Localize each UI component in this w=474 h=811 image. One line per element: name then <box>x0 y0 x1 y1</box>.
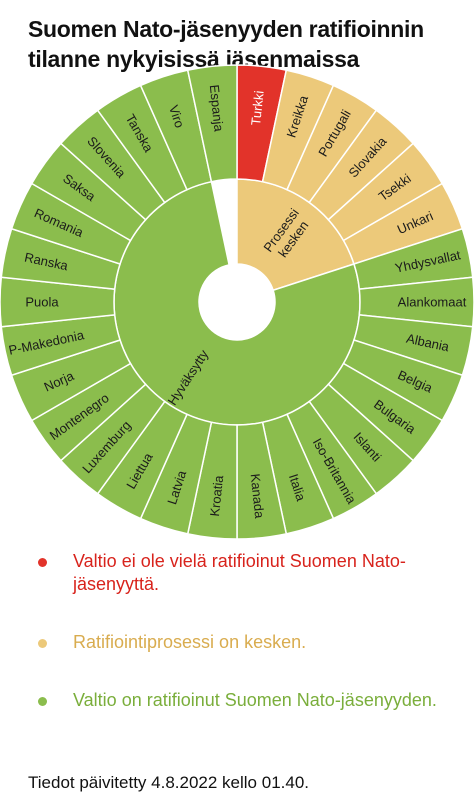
country-label: Puola <box>25 295 59 310</box>
chart-title-line-1: Suomen Nato-jäsenyyden ratifioinnin <box>28 16 424 42</box>
sunburst-chart: Turkki Kreikka PortugaliSlovakiaTsekkiUnka… <box>0 64 474 540</box>
country-label: Turkki <box>248 90 267 126</box>
legend-dot-yellow <box>38 639 47 648</box>
chart-title-line-2: tilanne nykyisissä jäsenmaissa <box>28 46 360 72</box>
country-label: Kanada <box>248 473 268 520</box>
legend-dot-green <box>38 697 47 706</box>
country-label: Espanja <box>207 84 227 133</box>
center-hole <box>199 264 275 340</box>
country-label: Alankomaat <box>398 295 467 310</box>
update-timestamp: Tiedot päivitetty 4.8.2022 kello 01.40. <box>28 773 309 792</box>
legend-text-yellow: Ratifiointiprosessi on kesken. <box>73 632 307 652</box>
legend-text-red: Valtio ei ole vielä ratifioinut Suomen N… <box>73 551 406 594</box>
legend-dot-red <box>38 558 47 567</box>
country-label: Kroatia <box>207 474 226 517</box>
outer-segment <box>186 64 238 183</box>
chart-title: Suomen Nato-jäsenyyden ratifioinnin tila… <box>28 14 458 74</box>
country-label: Viro <box>166 103 187 129</box>
legend-text-green: Valtio on ratifioinut Suomen Nato-jäseny… <box>73 690 437 710</box>
